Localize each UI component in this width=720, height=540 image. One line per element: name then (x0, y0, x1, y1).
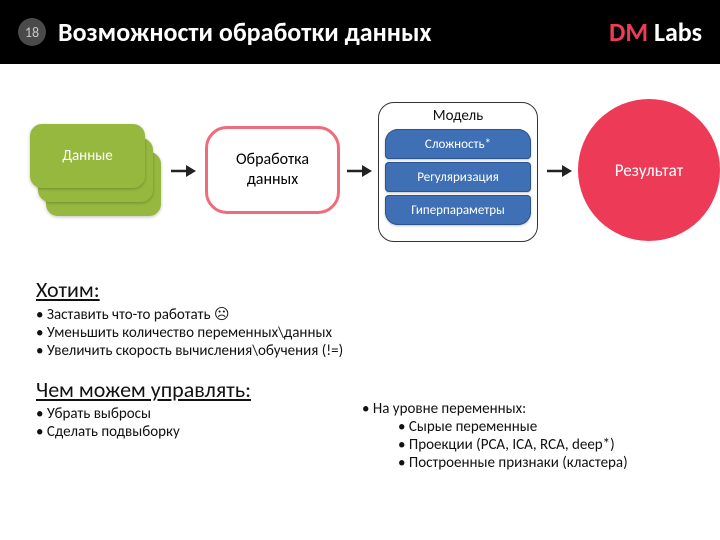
node-result: Результат (578, 99, 720, 241)
node-processing: Обработка данных (205, 126, 340, 214)
model-title: Модель (379, 107, 537, 125)
arrow-2-icon (346, 162, 372, 180)
two-columns: Чем можем управлять: Убрать выбросы Сдел… (36, 374, 688, 472)
processing-line2: данных (247, 170, 298, 190)
want-heading: Хотим: (36, 276, 688, 303)
control-column: Чем можем управлять: Убрать выбросы Сдел… (36, 374, 336, 472)
arrow-3-icon (546, 162, 572, 180)
brand-dm: DM (609, 16, 648, 48)
vars-s1: Сырые переменные (398, 418, 688, 436)
processing-line1: Обработка (236, 150, 309, 170)
model-row-regularization: Регуляризация (385, 162, 531, 192)
control-bullets: Убрать выбросы Сделать подвыборку (36, 405, 336, 441)
control-b1: Убрать выбросы (36, 405, 336, 423)
want-b2: Уменьшить количество переменных\данных (36, 324, 688, 342)
vars-s3: Построенные признаки (кластера) (398, 454, 688, 472)
want-b3: Увеличить скорость вычисления\обучения (… (36, 342, 688, 360)
page-number-badge: 18 (18, 18, 46, 46)
brand-logo: DM Labs (609, 16, 702, 48)
vars-heading: На уровне переменных: (362, 400, 688, 418)
vars-s2: Проекции (PCA, ICA, RCA, deep*) (398, 436, 688, 454)
want-b1: Заставить что-то работать ☹ (36, 305, 688, 324)
text-content: Хотим: Заставить что-то работать ☹ Умень… (0, 276, 720, 472)
arrow-1-icon (170, 162, 196, 180)
brand-labs: Labs (648, 16, 702, 48)
node-model: Модель Сложность* Регуляризация Гиперпар… (378, 102, 538, 242)
node-data-stack: Данные (30, 124, 158, 214)
variables-column: На уровне переменных: Сырые переменные П… (362, 374, 688, 472)
page-title: Возможности обработки данных (58, 16, 609, 48)
control-heading: Чем можем управлять: (36, 376, 336, 403)
header-bar: 18 Возможности обработки данных DM Labs (0, 0, 720, 64)
flow-diagram: Данные Обработка данных Модель Сложность… (0, 64, 720, 274)
want-bullets: Заставить что-то работать ☹ Уменьшить ко… (36, 305, 688, 360)
model-row-hyperparams: Гиперпараметры (385, 195, 531, 225)
result-label: Результат (615, 160, 684, 181)
control-b2: Сделать подвыборку (36, 423, 336, 441)
data-card-front: Данные (30, 124, 145, 188)
model-row-complexity: Сложность* (385, 129, 531, 159)
data-label: Данные (62, 147, 112, 165)
